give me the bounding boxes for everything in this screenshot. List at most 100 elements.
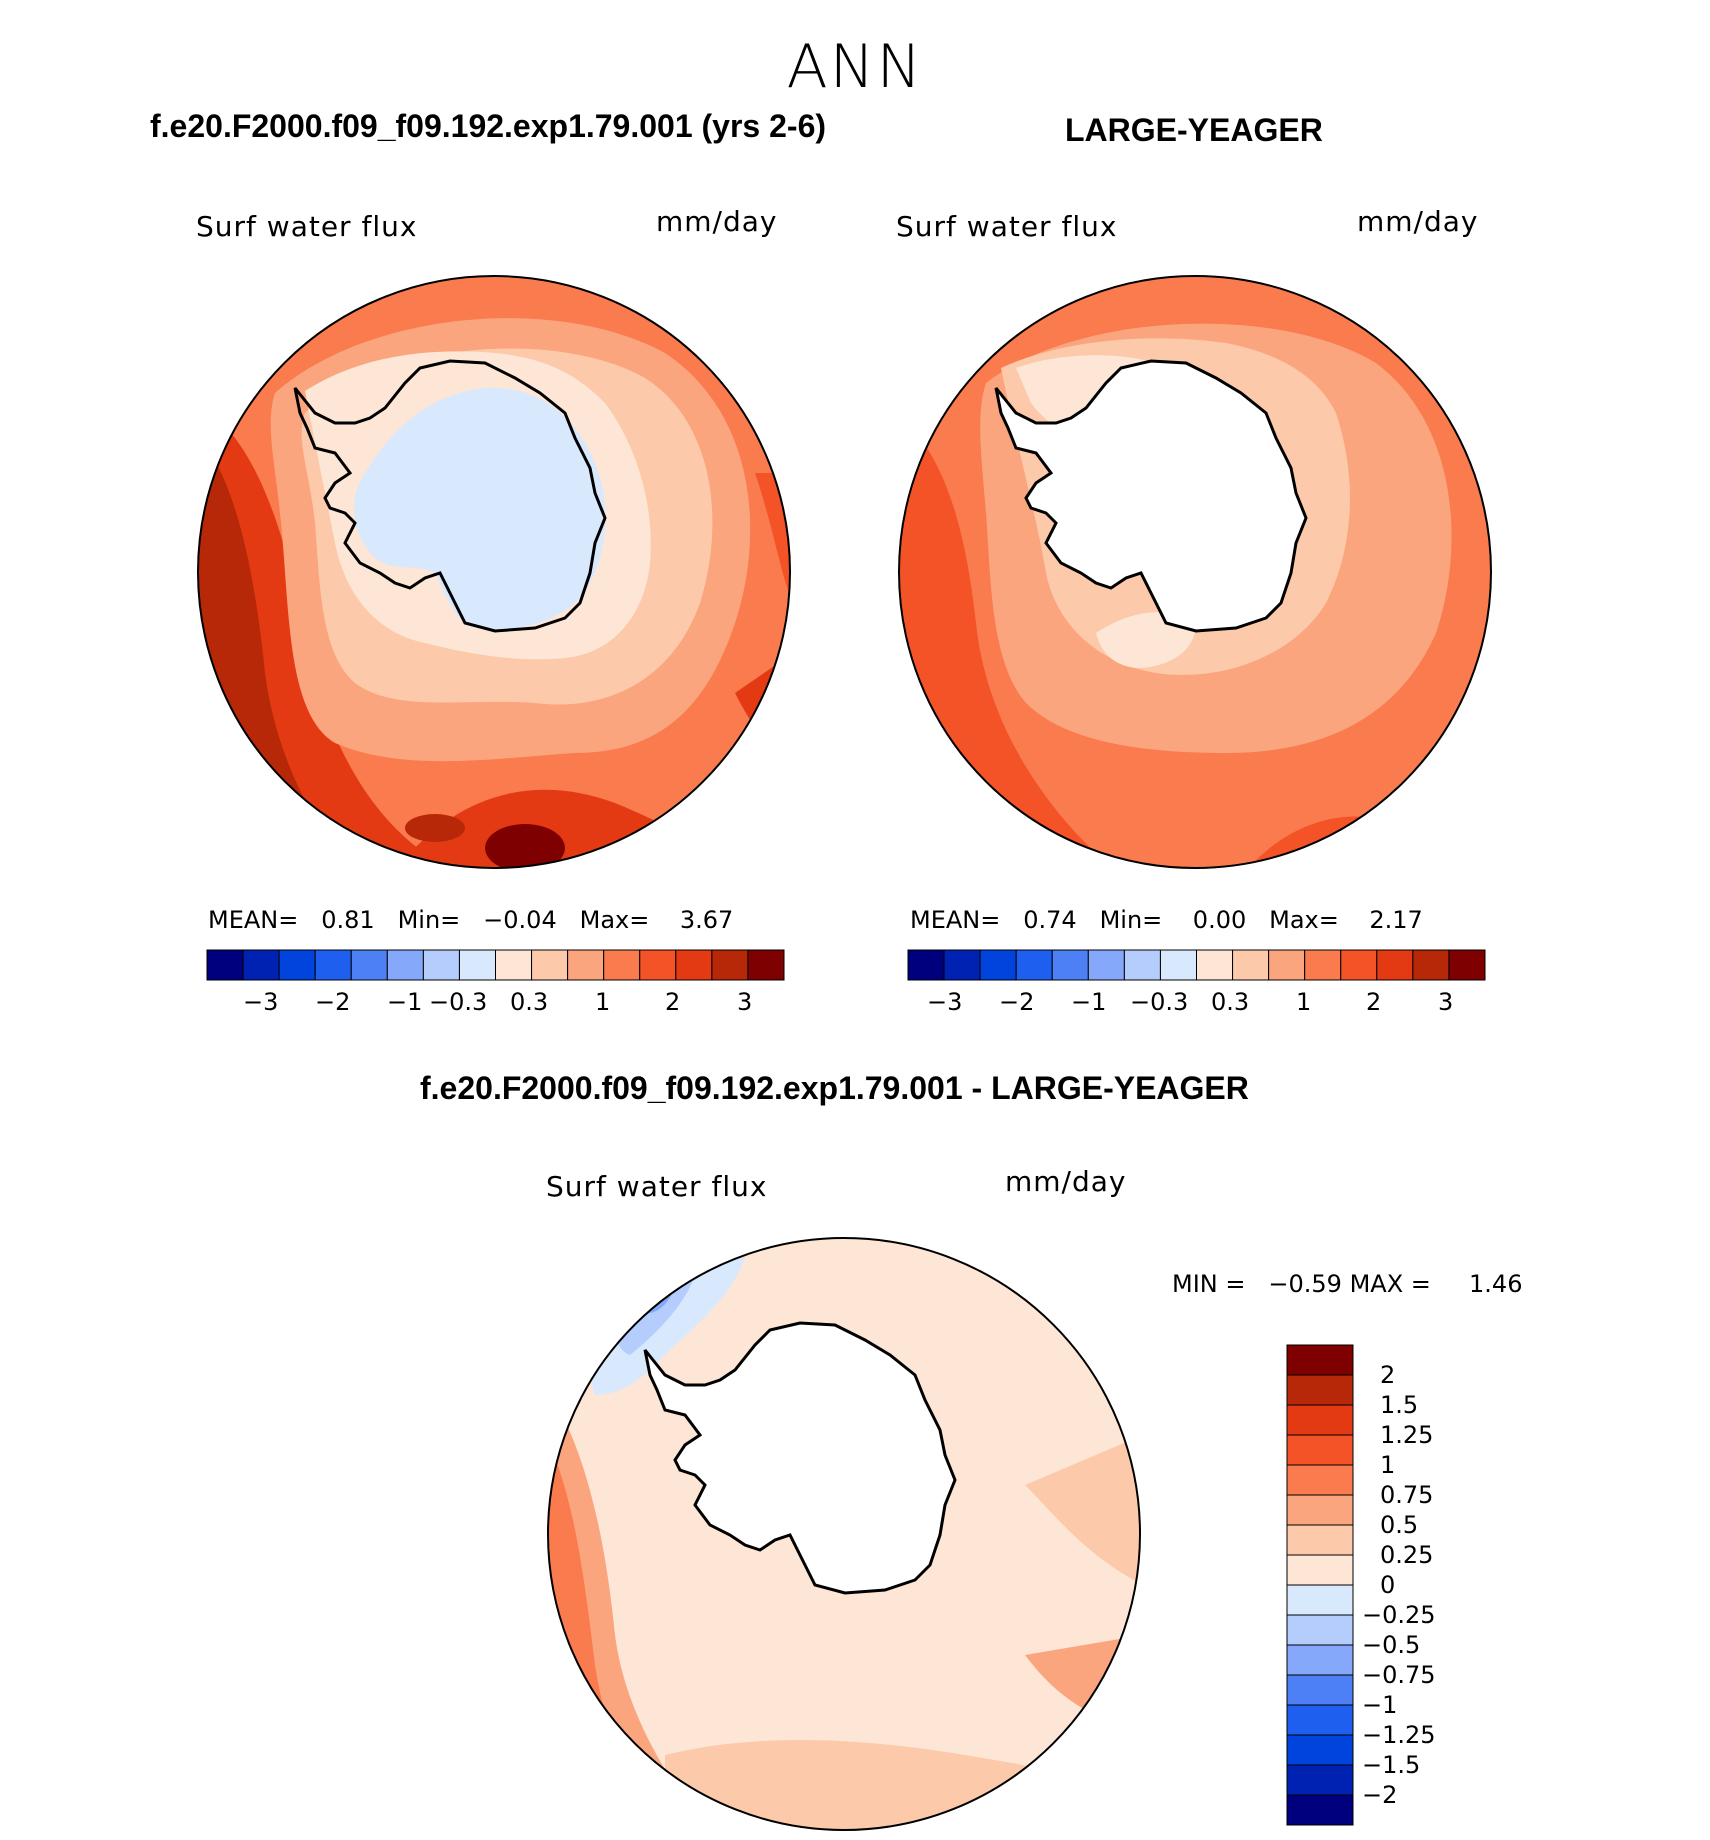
colorbar-swatch — [1286, 1794, 1354, 1826]
colorbar-swatch — [1376, 949, 1414, 981]
colorbar-tick-label: 2 — [1380, 1361, 1396, 1389]
colorbar-swatch — [1087, 949, 1125, 981]
model-coastline — [293, 359, 607, 633]
colorbar-swatch — [675, 949, 713, 981]
colorbar-swatch — [1286, 1464, 1354, 1496]
colorbar-swatch — [1286, 1554, 1354, 1586]
colorbar-swatch — [711, 949, 749, 981]
colorbar-tick-label: −0.3 — [1130, 988, 1189, 1016]
colorbar-tick-label: 1.25 — [1380, 1421, 1434, 1449]
colorbar-tick-label: 2 — [1366, 988, 1382, 1016]
colorbar-swatch — [1286, 1344, 1354, 1376]
colorbar-swatch — [495, 949, 533, 981]
model-colorbar — [206, 949, 785, 981]
model-map-border — [197, 275, 791, 869]
diff-colorbar-labels: 2 1.5 1.25 1 0.75 0.5 0.25 0 −0.25 −0.5 −0.75 −1 −1.… — [1362, 1345, 1502, 1825]
colorbar-tick-label: 0.3 — [510, 988, 549, 1016]
colorbar-tick-label: −2 — [999, 988, 1035, 1016]
colorbar-swatch — [1123, 949, 1161, 981]
model-map — [197, 275, 791, 869]
colorbar-swatch — [386, 949, 424, 981]
colorbar-tick-label: 1.5 — [1380, 1391, 1419, 1419]
colorbar-tick-label: 3 — [1438, 988, 1454, 1016]
colorbar-tick-label: 0.25 — [1380, 1541, 1434, 1569]
diff-stats: MIN = −0.59 MAX = 1.46 — [1172, 1270, 1523, 1298]
obs-stats: MEAN= 0.74 Min= 0.00 Max= 2.17 — [910, 906, 1423, 934]
colorbar-swatch — [1286, 1584, 1354, 1616]
diff-map-border — [547, 1237, 1141, 1831]
obs-panel-title: LARGE-YEAGER — [1065, 112, 1323, 148]
colorbar-swatch — [314, 949, 352, 981]
colorbar-tick-label: 1 — [1380, 1451, 1396, 1479]
colorbar-swatch — [1159, 949, 1197, 981]
colorbar-tick-label: −3 — [927, 988, 963, 1016]
colorbar-swatch — [278, 949, 316, 981]
colorbar-tick-label: 1 — [595, 988, 611, 1016]
colorbar-swatch — [1286, 1644, 1354, 1676]
colorbar-swatch — [1448, 949, 1486, 981]
colorbar-swatch — [1304, 949, 1342, 981]
colorbar-tick-label: 1 — [1296, 988, 1312, 1016]
colorbar-swatch — [943, 949, 981, 981]
colorbar-tick-label: −0.25 — [1362, 1601, 1436, 1629]
colorbar-swatch — [1286, 1404, 1354, 1436]
colorbar-swatch — [350, 949, 388, 981]
colorbar-swatch — [747, 949, 785, 981]
diff-field-label: Surf water flux — [546, 1170, 768, 1203]
diff-units-label: mm/day — [1005, 1165, 1127, 1198]
colorbar-swatch — [1051, 949, 1089, 981]
colorbar-tick-label: 0.75 — [1380, 1481, 1434, 1509]
season-title: ANN — [786, 32, 924, 102]
colorbar-swatch — [422, 949, 460, 981]
colorbar-swatch — [1268, 949, 1306, 981]
diff-panel-title: f.e20.F2000.f09_f09.192.exp1.79.001 - LA… — [420, 1070, 1249, 1106]
model-stats: MEAN= 0.81 Min= −0.04 Max= 3.67 — [208, 906, 734, 934]
colorbar-swatch — [1196, 949, 1234, 981]
colorbar-tick-label: −0.75 — [1362, 1661, 1436, 1689]
colorbar-swatch — [1286, 1494, 1354, 1526]
colorbar-tick-label: 2 — [665, 988, 681, 1016]
colorbar-swatch — [1340, 949, 1378, 981]
colorbar-tick-label: −1 — [1071, 988, 1107, 1016]
obs-map — [898, 275, 1492, 869]
colorbar-swatch — [979, 949, 1017, 981]
colorbar-swatch — [639, 949, 677, 981]
obs-map-border — [898, 275, 1492, 869]
colorbar-swatch — [531, 949, 569, 981]
colorbar-swatch — [1015, 949, 1053, 981]
model-field-label: Surf water flux — [196, 210, 418, 243]
model-colorbar-labels: −3 −2 −1 −0.3 0.3 1 2 3 — [207, 988, 784, 1020]
colorbar-swatch — [1286, 1704, 1354, 1736]
colorbar-swatch — [458, 949, 496, 981]
colorbar-tick-label: −3 — [243, 988, 279, 1016]
colorbar-tick-label: 0 — [1380, 1571, 1396, 1599]
colorbar-tick-label: 0.5 — [1380, 1511, 1419, 1539]
colorbar-swatch — [567, 949, 605, 981]
colorbar-swatch — [242, 949, 280, 981]
colorbar-tick-label: 0.3 — [1211, 988, 1250, 1016]
colorbar-swatch — [206, 949, 244, 981]
obs-colorbar-labels: −3 −2 −1 −0.3 0.3 1 2 3 — [908, 988, 1485, 1020]
obs-coastline — [994, 359, 1308, 633]
diff-colorbar — [1286, 1344, 1354, 1826]
colorbar-swatch — [1286, 1374, 1354, 1406]
diff-coastline — [643, 1321, 957, 1595]
colorbar-swatch — [1286, 1614, 1354, 1646]
colorbar-swatch — [1286, 1524, 1354, 1556]
model-units-label: mm/day — [656, 205, 778, 238]
colorbar-tick-label: −0.5 — [1362, 1631, 1421, 1659]
colorbar-tick-label: −1 — [1362, 1691, 1398, 1719]
colorbar-swatch — [603, 949, 641, 981]
model-panel-title: f.e20.F2000.f09_f09.192.exp1.79.001 (yrs… — [150, 108, 827, 144]
colorbar-tick-label: −0.3 — [429, 988, 488, 1016]
colorbar-swatch — [1286, 1674, 1354, 1706]
colorbar-tick-label: −1.5 — [1362, 1751, 1421, 1779]
colorbar-tick-label: −2 — [315, 988, 351, 1016]
obs-field-label: Surf water flux — [896, 210, 1118, 243]
colorbar-swatch — [1232, 949, 1270, 981]
obs-colorbar — [907, 949, 1486, 981]
colorbar-swatch — [1286, 1764, 1354, 1796]
colorbar-swatch — [1286, 1434, 1354, 1466]
colorbar-tick-label: 3 — [737, 988, 753, 1016]
colorbar-swatch — [907, 949, 945, 981]
